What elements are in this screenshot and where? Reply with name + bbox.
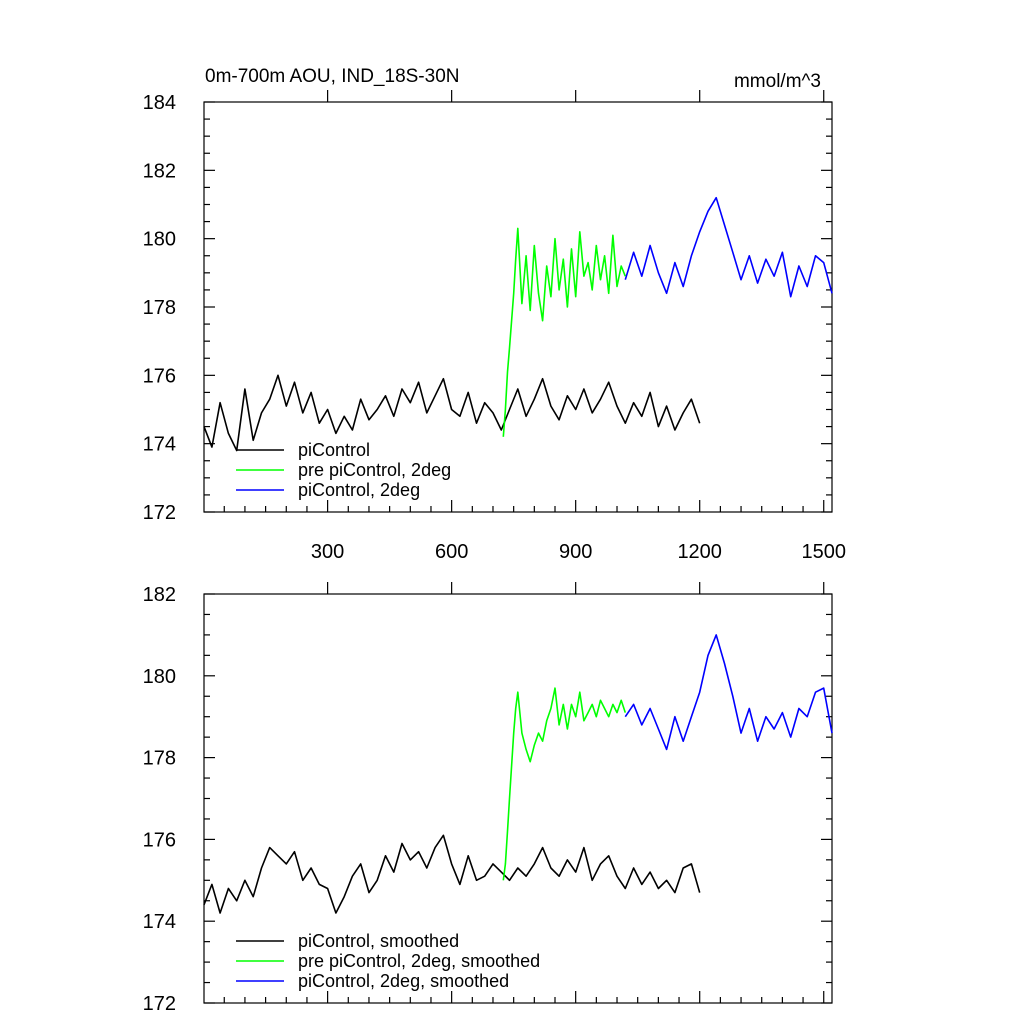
y-tick-label: 174 (143, 911, 176, 933)
y-tick-label: 180 (143, 229, 176, 251)
x-tick-label: 1500 (801, 541, 846, 563)
legend-label: piControl, 2deg (298, 480, 420, 500)
x-tick-label: 300 (311, 541, 344, 563)
series-line-1 (203, 374, 701, 452)
y-tick-label: 176 (143, 829, 176, 851)
series-line-3 (624, 196, 833, 298)
x-tick-label: 600 (435, 541, 468, 563)
y-tick-label: 176 (143, 365, 176, 387)
top-panel-timeseries: 0m-700m AOU, IND_18S-30N mmol/m^3 172 174… (143, 66, 846, 563)
legend-label: pre piControl, 2deg (298, 460, 451, 480)
y-tick-label: 182 (143, 584, 176, 606)
y-tick-label: 178 (143, 748, 176, 770)
y-tick-label: 180 (143, 666, 176, 688)
legend-label: pre piControl, 2deg, smoothed (298, 951, 540, 971)
chart-title: 0m-700m AOU, IND_18S-30N (205, 66, 460, 87)
series-line-2 (502, 687, 627, 881)
y-tick-label: 174 (143, 434, 176, 456)
x-tick-label: 1200 (677, 541, 722, 563)
units-label: mmol/m^3 (734, 71, 821, 92)
legend-label: piControl, smoothed (298, 931, 459, 951)
legend-label: piControl (298, 440, 370, 460)
series-line-2 (502, 227, 627, 437)
y-tick-label: 184 (143, 92, 176, 114)
bottom-panel-smoothed: 172 174 176 178 180 182 piControl, smoothedpre… (143, 582, 833, 1015)
legend-label: piControl, 2deg, smoothed (298, 971, 509, 991)
series-line-1 (203, 834, 701, 914)
y-tick-label: 178 (143, 297, 176, 319)
x-tick-label: 900 (559, 541, 592, 563)
y-tick-label: 172 (143, 502, 176, 524)
y-tick-label: 172 (143, 993, 176, 1015)
y-tick-label: 182 (143, 160, 176, 182)
series-line-3 (624, 634, 833, 751)
